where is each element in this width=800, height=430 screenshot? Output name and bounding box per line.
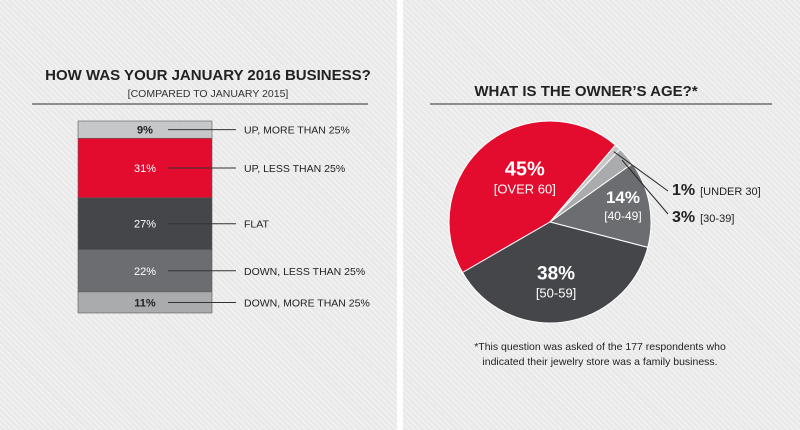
business-chart-subtitle: [COMPARED TO JANUARY 2015] (128, 88, 289, 100)
pie-leader-line (621, 159, 669, 215)
pie-slice-50-59 (461, 221, 649, 324)
footnote-line-1: *This question was asked of the 177 resp… (474, 341, 726, 353)
age-chart-title: WHAT IS THE OWNER’S AGE?* (474, 83, 697, 100)
pie-category-label: [30-39] (700, 213, 734, 225)
pie-slice-over-60 (448, 120, 617, 274)
age-pie-chart: 45%[OVER 60] 14% [40-49] 38%[50-59] 1% [UNDER… (448, 120, 761, 324)
pie-category-label: [50-59] (536, 285, 576, 300)
business-chart-title: HOW WAS YOUR JANUARY 2016 BUSINESS? (45, 67, 371, 84)
pie-category-label: [OVER 60] (494, 182, 556, 197)
age-chart-header: WHAT IS THE OWNER’S AGE?* (430, 83, 772, 105)
pie-value-label: 14% (606, 188, 640, 207)
bar-value-label: 11% (134, 297, 156, 309)
pie-outside-label: 3% [30-39] (672, 209, 734, 226)
pie-leader-line (613, 151, 669, 192)
business-stacked-bar: 9% UP, MORE THAN 25% 31% UP, LESS THAN 25% 2… (77, 120, 370, 314)
pie-category-label: [40-49] (604, 209, 641, 223)
bar-value-label: 9% (137, 125, 153, 137)
pie-value-label: 38% (537, 263, 575, 284)
pie-value-label: 1% (672, 182, 695, 199)
pie-outside-label: 1% [UNDER 30] (672, 182, 761, 199)
pie-category-label: [UNDER 30] (700, 186, 761, 198)
pie-value-label: 3% (672, 209, 695, 226)
bar-category-label: DOWN, MORE THAN 25% (244, 297, 370, 309)
bar-value-label: 27% (134, 219, 156, 231)
pie-value-label: 45% (505, 159, 545, 181)
bar-value-label: 31% (134, 163, 156, 175)
age-footnote: *This question was asked of the 177 resp… (474, 341, 726, 368)
bar-category-label: FLAT (244, 219, 269, 231)
footnote-line-2: indicated their jewelry store was a fami… (482, 356, 717, 368)
bar-category-label: UP, LESS THAN 25% (244, 163, 345, 175)
business-chart-header: HOW WAS YOUR JANUARY 2016 BUSINESS? [COM… (32, 67, 371, 105)
bar-value-label: 22% (134, 266, 156, 278)
bar-category-label: UP, MORE THAN 25% (244, 125, 350, 137)
bar-category-label: DOWN, LESS THAN 25% (244, 266, 365, 278)
